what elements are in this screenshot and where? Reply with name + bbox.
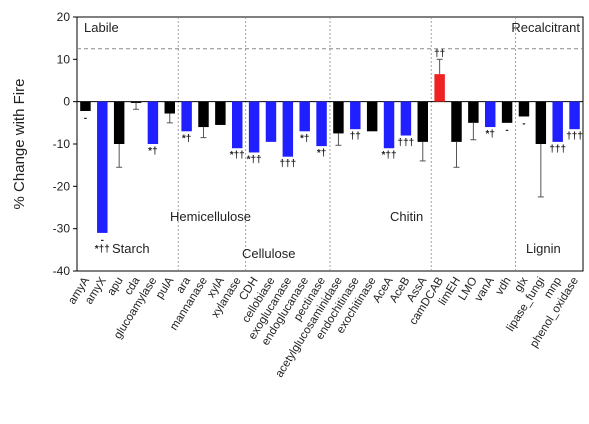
bar: [97, 101, 108, 233]
significance-label: -: [84, 113, 87, 124]
significance-label: *†: [300, 133, 309, 144]
significance-label: -: [522, 118, 525, 129]
y-tick-label: 10: [57, 52, 71, 66]
significance-label: *†: [148, 146, 157, 157]
bar: [181, 101, 192, 132]
bar: [400, 101, 412, 136]
bar: [417, 101, 428, 142]
bar: [248, 101, 260, 153]
bar: [265, 101, 277, 142]
region-label: Cellulose: [242, 246, 295, 261]
y-tick-label: -10: [53, 137, 71, 151]
y-tick-label: -40: [53, 264, 71, 278]
bar: [383, 101, 395, 149]
significance-label: *††: [95, 244, 110, 255]
category-label: pulA: [154, 275, 177, 301]
bar: [451, 101, 462, 142]
significance-label: †††: [398, 138, 415, 149]
annotation-recalcitrant: Recalcitrant: [511, 20, 580, 35]
bar: [552, 101, 563, 142]
significance-label: †††: [549, 144, 566, 155]
bar: [147, 101, 159, 144]
significance-label: ††: [434, 48, 445, 59]
bar: [215, 101, 226, 125]
bar: [130, 101, 142, 103]
y-tick-label: 0: [63, 95, 70, 109]
significance-label: †††: [279, 159, 296, 170]
annotation-labile: Labile: [84, 20, 119, 35]
bar: [518, 101, 530, 117]
bar: [501, 101, 513, 123]
significance-label: ††: [350, 131, 361, 142]
region-label: Lignin: [526, 241, 561, 256]
category-label: apu: [105, 275, 125, 298]
region-label: Hemicellulose: [170, 209, 251, 224]
bar: [350, 101, 361, 130]
region-label: Chitin: [390, 209, 423, 224]
significance-label: *†: [182, 133, 191, 144]
significance-label: -: [101, 235, 104, 246]
bar: [434, 74, 445, 102]
bar: [282, 101, 294, 157]
bar: [535, 101, 547, 144]
bar: [569, 101, 580, 130]
bar: [485, 101, 496, 128]
category-label: vanA: [473, 275, 497, 304]
category-label: vdh: [494, 275, 514, 297]
significance-label: *†: [317, 148, 326, 159]
bar: [164, 101, 175, 114]
y-axis-label: % Change with Fire: [11, 79, 28, 210]
significance-label: *††: [382, 150, 397, 161]
bar: [80, 101, 91, 111]
significance-label: *††: [247, 154, 262, 165]
bar: [366, 101, 378, 132]
bar: [232, 101, 243, 149]
bar: [113, 101, 125, 144]
significance-label: †††: [566, 131, 583, 142]
significance-label: -: [505, 125, 508, 136]
significance-label: *†: [486, 129, 495, 140]
bar: [198, 101, 209, 128]
y-tick-label: -20: [53, 179, 71, 193]
y-tick-label: -30: [53, 222, 71, 236]
significance-label: *††: [230, 150, 245, 161]
bar: [333, 101, 344, 134]
y-tick-label: 20: [57, 10, 71, 24]
region-label: Starch: [112, 241, 150, 256]
bar: [299, 101, 310, 132]
bar: [468, 101, 479, 123]
bar: [316, 101, 327, 147]
